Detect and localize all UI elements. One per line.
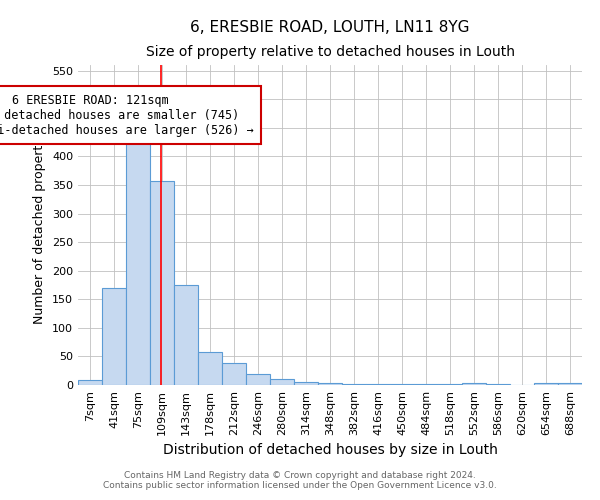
Bar	[126, 140, 150, 385]
Bar	[246, 374, 270, 385]
Text: Size of property relative to detached houses in Louth: Size of property relative to detached ho…	[146, 45, 515, 59]
Bar	[198, 352, 222, 385]
Bar	[294, 382, 318, 385]
Bar	[102, 288, 126, 385]
Text: 6 ERESBIE ROAD: 121sqm
← 59% of detached houses are smaller (745)
41% of semi-de: 6 ERESBIE ROAD: 121sqm ← 59% of detached…	[0, 94, 254, 136]
Bar	[318, 384, 342, 385]
Bar	[174, 285, 198, 385]
Text: 6, ERESBIE ROAD, LOUTH, LN11 8YG: 6, ERESBIE ROAD, LOUTH, LN11 8YG	[190, 20, 470, 35]
X-axis label: Distribution of detached houses by size in Louth: Distribution of detached houses by size …	[163, 444, 497, 458]
Y-axis label: Number of detached properties: Number of detached properties	[34, 126, 46, 324]
Bar	[366, 384, 390, 385]
Bar	[342, 384, 366, 385]
Bar	[390, 384, 414, 385]
Bar	[222, 364, 246, 385]
Bar	[558, 382, 582, 385]
Bar	[270, 380, 294, 385]
Bar	[486, 384, 510, 385]
Bar	[462, 382, 486, 385]
Text: Contains HM Land Registry data © Crown copyright and database right 2024.
Contai: Contains HM Land Registry data © Crown c…	[103, 470, 497, 490]
Bar	[414, 384, 438, 385]
Bar	[534, 382, 558, 385]
Bar	[438, 384, 462, 385]
Bar	[150, 181, 174, 385]
Bar	[78, 380, 102, 385]
